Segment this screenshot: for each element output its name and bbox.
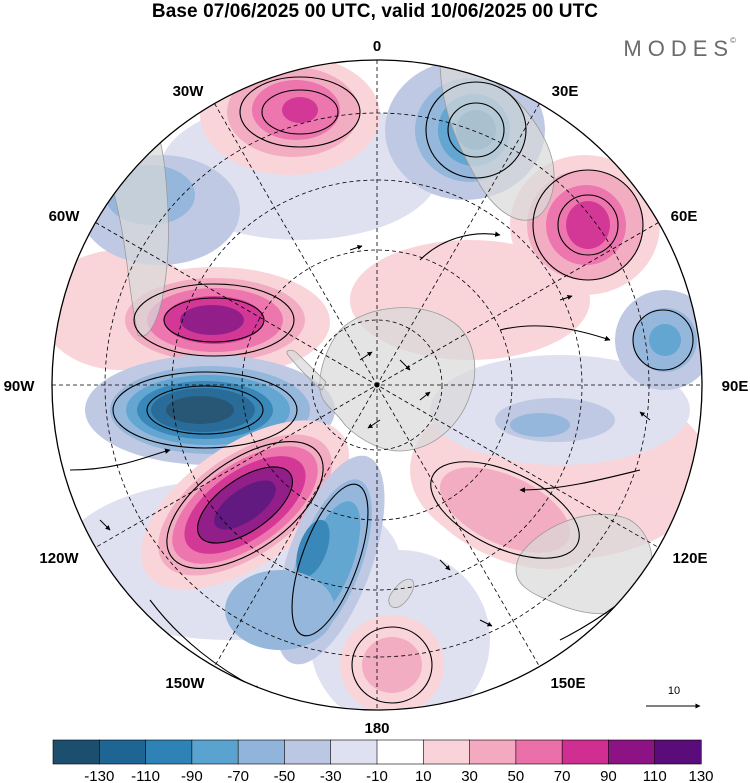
wind-vector: [419, 391, 431, 401]
anomaly-region: [439, 467, 571, 553]
anomaly-region: [166, 396, 234, 424]
brand-logo: MODES©: [623, 36, 736, 61]
colorbar-label: -50: [274, 768, 296, 783]
colorbar-label: 30: [461, 768, 478, 783]
lon-label-30e: 30E: [552, 83, 579, 100]
streamline: [447, 102, 505, 158]
lon-label-180: 180: [364, 720, 389, 737]
streamline: [291, 483, 369, 637]
anomaly-region: [296, 519, 330, 578]
reference-vector-label: 10: [668, 685, 680, 697]
colorbar-swatch: [515, 739, 563, 765]
streamline: [632, 309, 694, 371]
wind-vector: [479, 619, 493, 627]
lon-label-120w: 120W: [39, 550, 79, 567]
lon-label-90w: 90W: [4, 378, 36, 395]
colorbar-swatch: [52, 739, 100, 765]
lon-label-0: 0: [373, 38, 381, 55]
colorbar-label: -70: [227, 768, 249, 783]
colorbar-swatch: [469, 739, 517, 765]
lon-label-150e: 150E: [550, 675, 585, 692]
colorbar-label: 90: [600, 768, 617, 783]
antarctica: [319, 307, 476, 452]
colorbar-swatch: [608, 739, 656, 765]
streamline: [419, 231, 501, 261]
colorbar-swatch: [376, 739, 424, 765]
streamline: [133, 283, 295, 357]
antarctic-peninsula: [286, 349, 327, 391]
wind-vector: [639, 411, 651, 421]
lon-label-30w: 30W: [173, 83, 205, 100]
streamline: [532, 169, 644, 281]
wind-vector: [559, 295, 573, 301]
wind-vector: [439, 559, 451, 571]
colorbar-label: 70: [554, 768, 571, 783]
chart-title: Base 07/06/2025 00 UTC, valid 10/06/2025…: [151, 1, 599, 22]
lon-label-90e: 90E: [722, 378, 749, 395]
wind-vector: [367, 419, 381, 429]
streamline: [499, 325, 611, 342]
wind-vector: [399, 359, 411, 371]
colorbar-label: -90: [181, 768, 203, 783]
anomaly-region: [510, 413, 570, 437]
colorbar-label: -110: [131, 768, 160, 783]
anomaly-region: [649, 324, 681, 356]
wind-streamlines: [69, 76, 694, 704]
colorbar: -130 -110 -90 -70 -50 -30 -10 10 30 50 70 90 110 130: [52, 739, 714, 783]
colorbar-label: -130: [84, 768, 114, 783]
map-disc: [52, 60, 702, 710]
colorbar-label: -30: [320, 768, 342, 783]
anomaly-region: [214, 480, 276, 530]
colorbar-swatch: [284, 739, 332, 765]
colorbar-swatch: [98, 739, 147, 765]
streamline: [557, 194, 619, 256]
streamline: [196, 466, 294, 544]
wind-vector: [99, 519, 111, 531]
anomaly-region: [566, 201, 610, 249]
lon-label-120e: 120E: [672, 550, 707, 567]
anomaly-region: [180, 305, 244, 335]
streamline: [112, 371, 298, 449]
colorbar-swatch: [330, 739, 378, 765]
colorbar-swatch: [654, 739, 702, 765]
south-pole-point: [374, 382, 380, 388]
streamline: [69, 448, 171, 471]
streamline: [425, 81, 527, 179]
streamline: [261, 89, 339, 135]
wind-vector: [349, 245, 363, 251]
colorbar-label: 50: [508, 768, 525, 783]
colorbar-swatch: [191, 739, 239, 765]
streamline: [163, 297, 265, 343]
streamline: [519, 469, 641, 493]
streamline: [146, 385, 264, 435]
wind-vectors: [99, 245, 651, 627]
new-zealand: [388, 578, 415, 609]
lon-label-150w: 150W: [165, 675, 205, 692]
map-boundary: [51, 59, 703, 711]
colorbar-label: 10: [415, 768, 432, 783]
latitude-circle: [171, 179, 583, 591]
anomaly-region: [282, 97, 318, 123]
colorbar-swatch: [561, 739, 610, 765]
lon-label-60e: 60E: [671, 208, 698, 225]
streamline: [239, 76, 361, 148]
colorbar-swatch: [145, 739, 193, 765]
reference-vector: 10: [646, 685, 701, 709]
streamline: [351, 626, 433, 704]
colorbar-swatch: [422, 739, 471, 765]
colorbar-label: 110: [643, 768, 667, 783]
lon-label-60w: 60W: [49, 208, 81, 225]
colorbar-label: 130: [688, 768, 713, 783]
wind-vector: [359, 351, 373, 361]
streamline: [430, 461, 580, 559]
colorbar-swatch: [237, 739, 286, 765]
anomaly-region: [362, 637, 422, 693]
colorbar-label: -10: [366, 768, 388, 783]
streamline: [166, 441, 324, 569]
anomaly-region: [225, 570, 335, 650]
